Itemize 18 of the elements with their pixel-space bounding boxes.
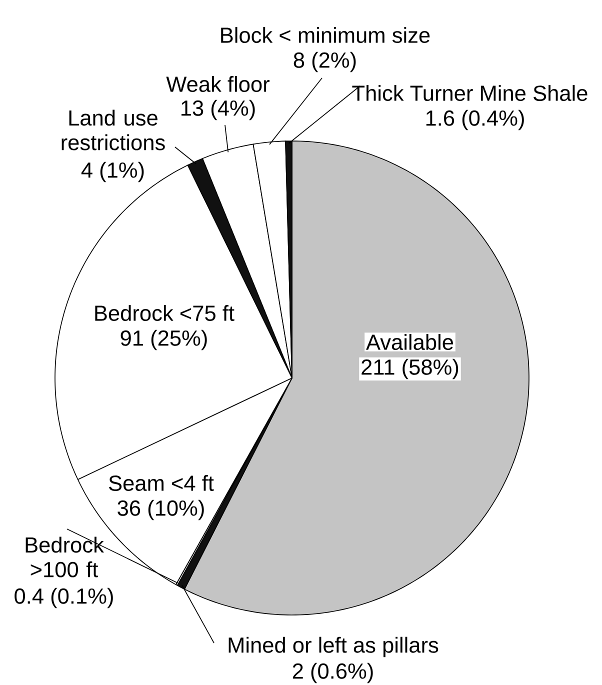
slice-label: Block < minimum size	[221, 26, 430, 43]
slice-label: Land use restrictions	[62, 110, 165, 150]
slice-label: Bedrock <75 ft	[95, 304, 234, 321]
data-label: 2 (0.6%)	[292, 662, 373, 684]
data-label: 211 (58%)	[362, 358, 458, 380]
slice-label: Seam <4 ft	[109, 474, 214, 491]
slice-label: Available	[366, 334, 454, 350]
data-label: 0.4 (0.1%)	[14, 588, 113, 608]
data-label: 91 (25%)	[120, 330, 207, 350]
slice-label: Bedrock >100 ft	[26, 536, 104, 578]
data-label: 4 (1%)	[81, 162, 144, 182]
slice-label: Mined or left as pillars	[228, 636, 438, 658]
slice-label: Thick Turner Mine Shale	[352, 85, 588, 102]
data-label: 8 (2%)	[294, 52, 356, 72]
data-label: 13 (4%)	[182, 100, 255, 120]
data-label: 1.6 (0.4%)	[426, 110, 524, 130]
data-label: 36 (10%)	[118, 500, 204, 520]
slice-label: Weak floor	[166, 76, 270, 92]
